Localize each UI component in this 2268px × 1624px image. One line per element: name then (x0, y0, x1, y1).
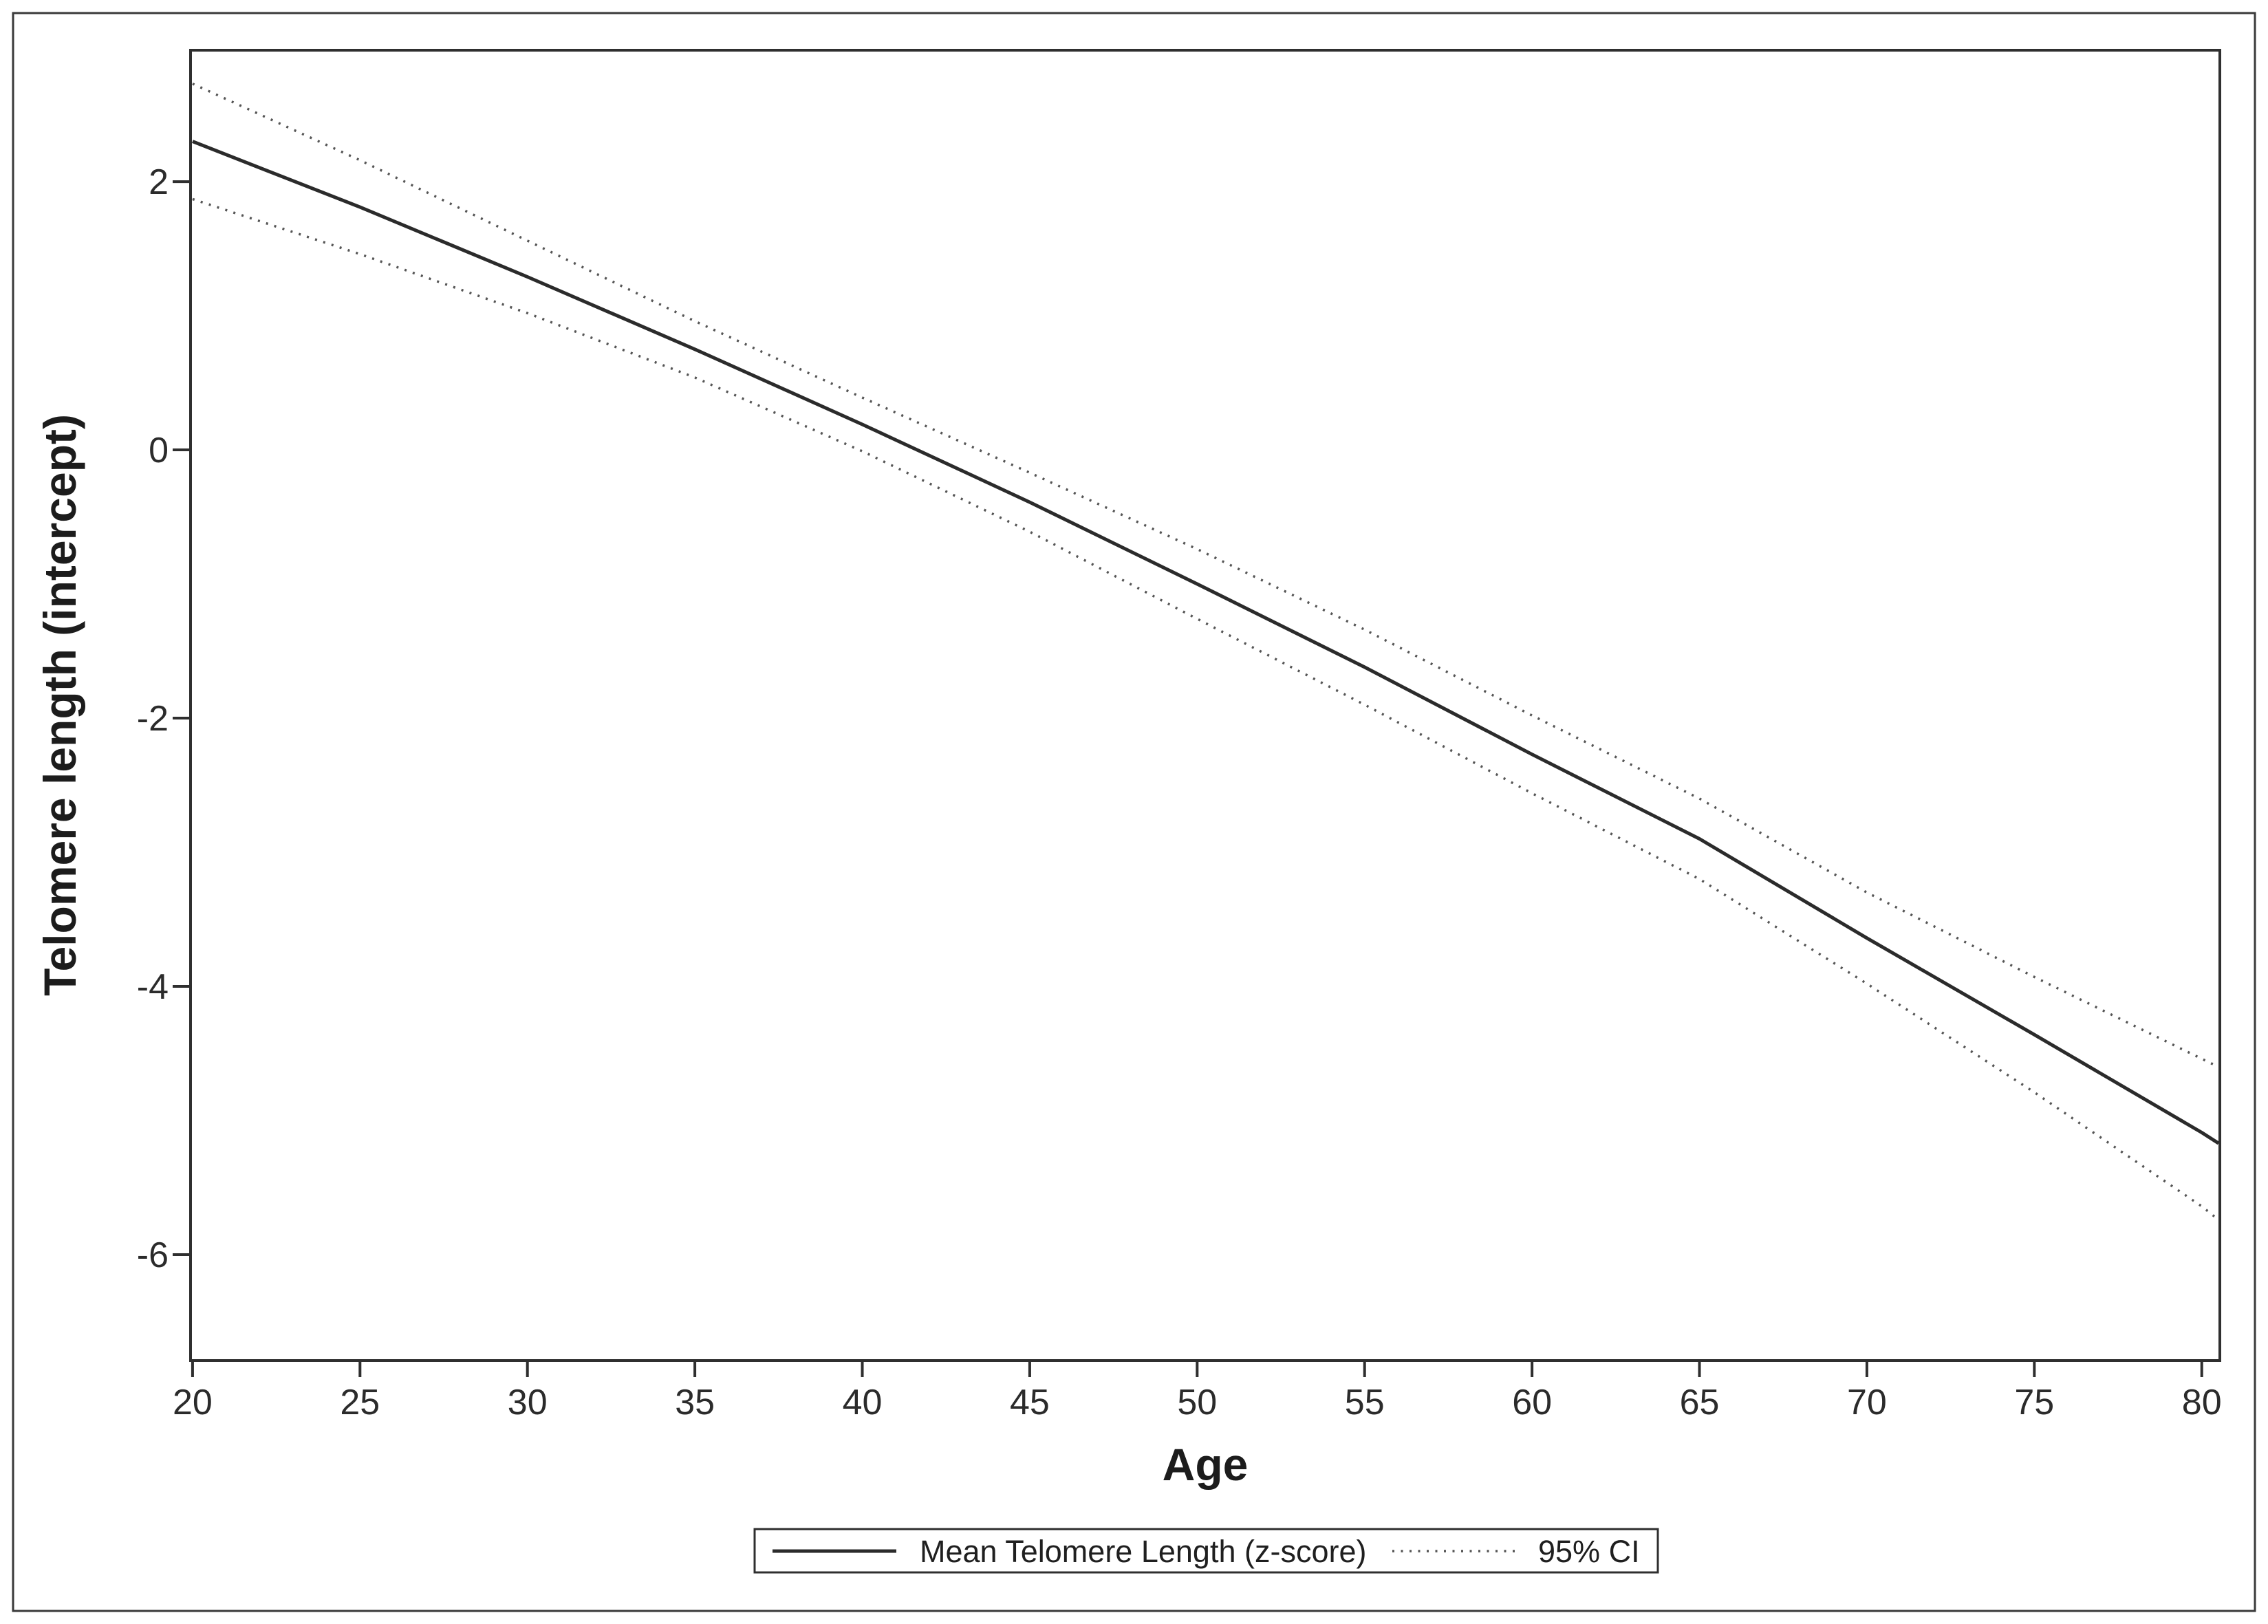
x-tick-label: 50 (1177, 1383, 1217, 1422)
ci-lower-line (192, 197, 2220, 1221)
y-tick-label: -2 (137, 699, 169, 739)
ci-upper-line (192, 83, 2219, 1068)
x-tick-label: 60 (1512, 1383, 1552, 1422)
x-tick-label: 75 (2014, 1383, 2054, 1422)
x-axis-ticks: 20 25 30 35 40 45 50 55 60 65 70 75 80 (173, 1361, 2222, 1422)
x-tick-label: 55 (1345, 1383, 1385, 1422)
x-tick-label: 30 (508, 1383, 548, 1422)
x-axis-title: Age (1163, 1439, 1249, 1490)
x-tick-label: 70 (1847, 1383, 1887, 1422)
plot-area-border (189, 49, 2221, 1362)
y-tick-label: 2 (149, 162, 169, 202)
figure-border (12, 12, 2256, 1612)
x-tick-label: 35 (675, 1383, 715, 1422)
y-tick-label: -6 (137, 1235, 169, 1275)
x-tick-label: 40 (843, 1383, 883, 1422)
legend: Mean Telomere Length (z-score) 95% CI (753, 1528, 1659, 1574)
legend-mean-label: Mean Telomere Length (z-score) (920, 1534, 1366, 1569)
x-tick-label: 45 (1010, 1383, 1050, 1422)
x-tick-label: 80 (2182, 1383, 2222, 1422)
legend-ci-label: 95% CI (1538, 1534, 1640, 1569)
x-tick-label: 25 (340, 1383, 380, 1422)
mean-telomere-line (191, 140, 2220, 1145)
chart-series (191, 83, 2220, 1221)
legend-box (753, 1528, 1659, 1574)
y-axis-ticks: 2 0 -2 -4 -6 (137, 162, 191, 1275)
x-tick-label: 65 (1680, 1383, 1720, 1422)
y-axis-title: Telomere length (intercept) (34, 414, 85, 996)
x-tick-label: 20 (173, 1383, 213, 1422)
y-tick-label: -4 (137, 967, 169, 1007)
y-tick-label: 0 (149, 431, 169, 470)
